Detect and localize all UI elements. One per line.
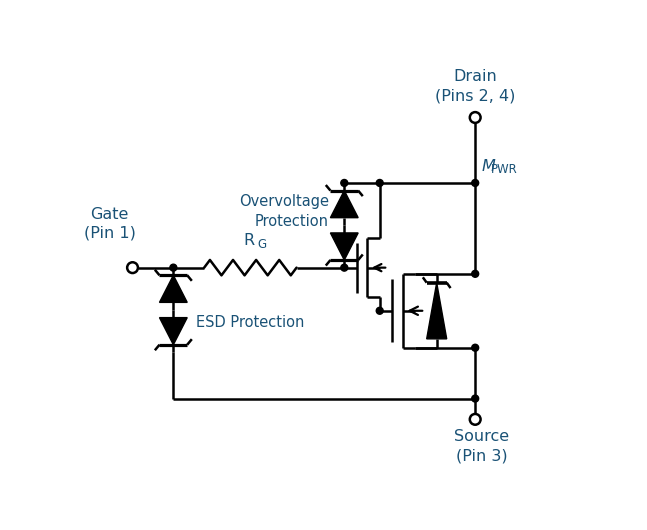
Text: PWR: PWR <box>490 163 518 176</box>
Text: Gate
(Pin 1): Gate (Pin 1) <box>83 207 135 241</box>
Text: R: R <box>243 233 254 249</box>
Polygon shape <box>331 191 358 218</box>
Text: Drain
(Pins 2, 4): Drain (Pins 2, 4) <box>435 69 516 104</box>
Circle shape <box>377 307 383 314</box>
Circle shape <box>472 270 479 277</box>
Circle shape <box>472 344 479 351</box>
Text: Overvoltage
Protection: Overvoltage Protection <box>239 194 329 229</box>
Circle shape <box>472 180 479 187</box>
Circle shape <box>470 414 481 425</box>
Circle shape <box>470 112 481 123</box>
Polygon shape <box>426 282 446 339</box>
Circle shape <box>170 264 177 271</box>
Polygon shape <box>160 275 187 303</box>
Text: ESD Protection: ESD Protection <box>197 315 305 330</box>
Polygon shape <box>331 233 358 260</box>
Text: G: G <box>258 238 267 251</box>
Polygon shape <box>160 317 187 344</box>
Text: M: M <box>481 158 495 174</box>
Circle shape <box>127 262 138 273</box>
Circle shape <box>472 395 479 402</box>
Text: Source
(Pin 3): Source (Pin 3) <box>454 429 509 464</box>
Circle shape <box>377 180 383 187</box>
Circle shape <box>341 264 347 271</box>
Circle shape <box>341 180 347 187</box>
